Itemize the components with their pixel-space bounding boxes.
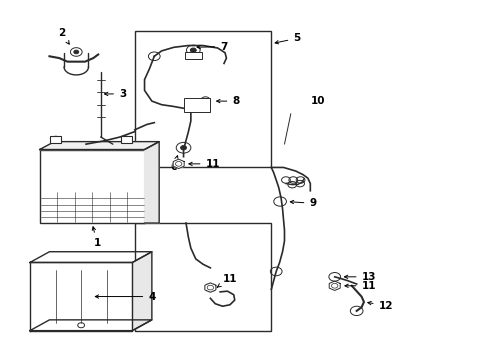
Bar (184, 52, 202, 59)
Text: 6: 6 (170, 156, 178, 172)
Circle shape (190, 48, 196, 52)
Polygon shape (40, 141, 159, 149)
Polygon shape (132, 252, 152, 330)
Bar (121, 135, 132, 143)
Circle shape (74, 50, 79, 54)
Text: 13: 13 (344, 272, 375, 282)
Bar (50, 135, 61, 143)
Bar (183, 98, 210, 112)
Polygon shape (144, 141, 159, 223)
Polygon shape (328, 281, 340, 291)
Text: 1: 1 (92, 227, 101, 248)
Circle shape (180, 145, 186, 150)
Text: 8: 8 (216, 96, 239, 106)
Text: 3: 3 (104, 89, 126, 99)
Text: 10: 10 (310, 96, 324, 106)
Bar (40, 149, 144, 223)
Text: 9: 9 (290, 198, 316, 208)
Polygon shape (30, 320, 152, 330)
Polygon shape (204, 283, 215, 292)
Text: 12: 12 (367, 301, 392, 311)
Text: 11: 11 (344, 281, 375, 291)
Text: 2: 2 (58, 28, 69, 44)
Polygon shape (30, 262, 132, 330)
Text: 4: 4 (95, 292, 155, 302)
Text: 11: 11 (188, 159, 220, 169)
Bar (135, 31, 271, 167)
Polygon shape (173, 159, 184, 168)
Text: 7: 7 (197, 42, 227, 51)
Text: 11: 11 (217, 274, 237, 287)
Text: 5: 5 (275, 33, 300, 44)
Bar (135, 223, 271, 330)
